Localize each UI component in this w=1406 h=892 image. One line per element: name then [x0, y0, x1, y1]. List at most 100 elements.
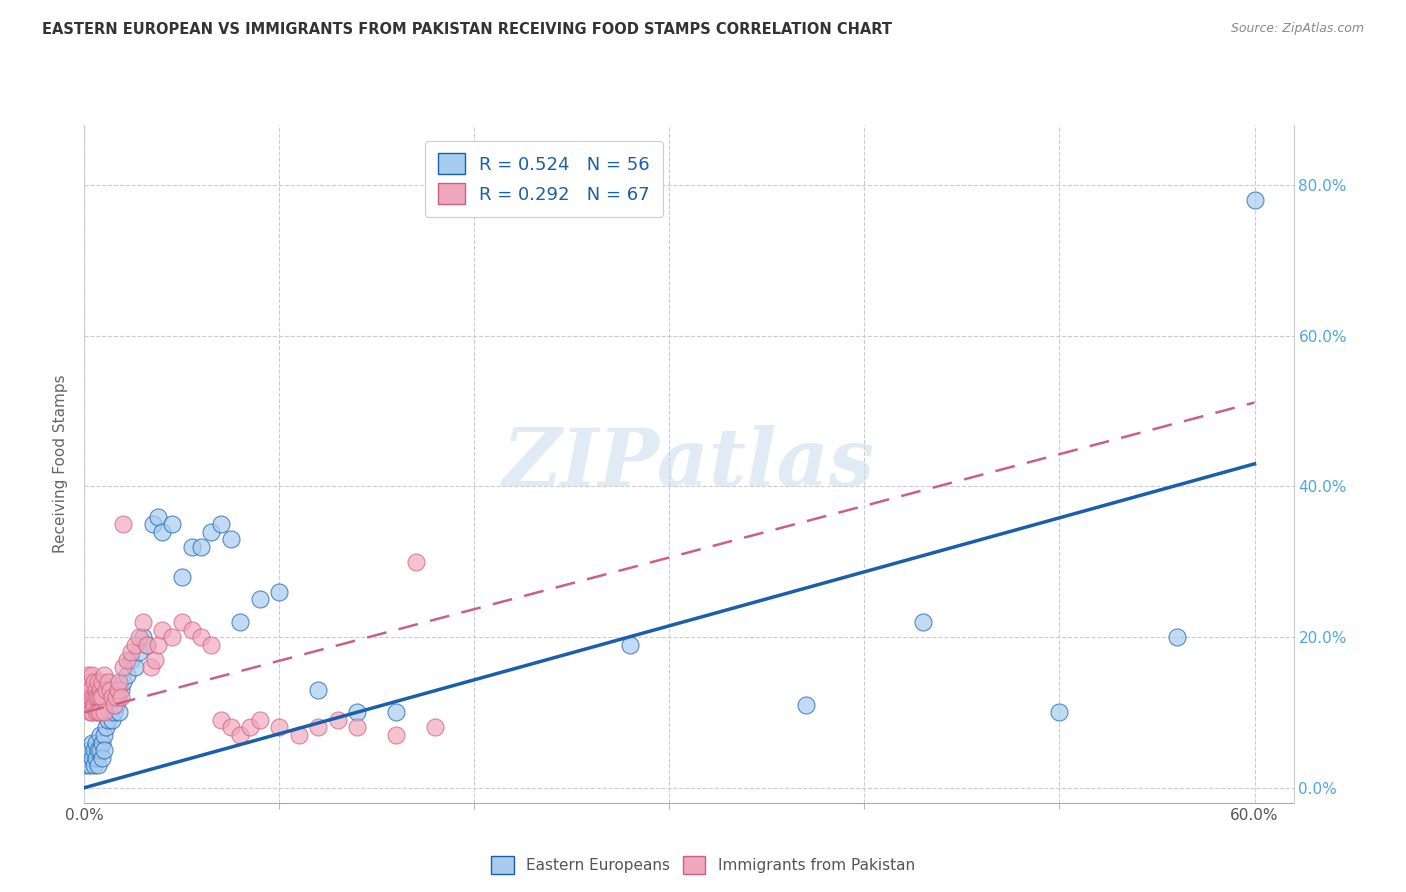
- Point: [143, 653, 166, 667]
- Point: [89, 728, 111, 742]
- Point: [79, 675, 101, 690]
- Point: [120, 653, 142, 667]
- Point: [112, 660, 135, 674]
- Point: [83, 758, 105, 772]
- Point: [107, 690, 129, 705]
- Point: [346, 721, 368, 735]
- Text: ZIPatlas: ZIPatlas: [503, 425, 875, 502]
- Point: [83, 675, 105, 690]
- Point: [1243, 193, 1265, 207]
- Point: [385, 728, 408, 742]
- Point: [87, 690, 110, 705]
- Point: [87, 706, 110, 720]
- Point: [107, 682, 129, 697]
- Point: [1049, 706, 1071, 720]
- Y-axis label: Receiving Food Stamps: Receiving Food Stamps: [53, 375, 69, 553]
- Legend: R = 0.524   N = 56, R = 0.292   N = 67: R = 0.524 N = 56, R = 0.292 N = 67: [425, 141, 662, 217]
- Point: [209, 517, 232, 532]
- Point: [148, 638, 170, 652]
- Point: [139, 660, 162, 674]
- Point: [79, 743, 101, 757]
- Point: [269, 585, 291, 599]
- Point: [209, 713, 232, 727]
- Point: [190, 630, 212, 644]
- Point: [135, 638, 157, 652]
- Point: [249, 592, 271, 607]
- Point: [219, 532, 242, 546]
- Point: [75, 690, 97, 705]
- Point: [229, 728, 252, 742]
- Point: [82, 750, 104, 764]
- Point: [84, 706, 107, 720]
- Point: [94, 721, 117, 735]
- Point: [108, 675, 131, 690]
- Point: [82, 667, 104, 681]
- Point: [84, 750, 107, 764]
- Point: [249, 713, 271, 727]
- Point: [83, 698, 105, 712]
- Point: [90, 750, 112, 764]
- Point: [89, 682, 111, 697]
- Point: [132, 630, 155, 644]
- Point: [89, 690, 111, 705]
- Point: [425, 721, 447, 735]
- Point: [84, 682, 107, 697]
- Point: [77, 750, 100, 764]
- Point: [93, 706, 115, 720]
- Point: [132, 615, 155, 629]
- Point: [110, 682, 132, 697]
- Point: [405, 555, 427, 569]
- Point: [1166, 630, 1188, 644]
- Point: [90, 735, 112, 749]
- Point: [112, 675, 135, 690]
- Point: [200, 524, 222, 539]
- Point: [104, 698, 127, 712]
- Point: [97, 713, 120, 727]
- Point: [83, 690, 105, 705]
- Point: [93, 667, 115, 681]
- Point: [108, 706, 131, 720]
- Point: [128, 630, 150, 644]
- Point: [110, 690, 132, 705]
- Point: [200, 638, 222, 652]
- Point: [77, 667, 100, 681]
- Point: [117, 653, 139, 667]
- Point: [135, 638, 157, 652]
- Point: [307, 721, 329, 735]
- Point: [82, 706, 104, 720]
- Point: [90, 675, 112, 690]
- Point: [100, 690, 122, 705]
- Point: [180, 540, 202, 554]
- Point: [103, 698, 125, 712]
- Point: [79, 682, 101, 697]
- Point: [98, 682, 121, 697]
- Point: [75, 682, 97, 697]
- Point: [87, 675, 110, 690]
- Point: [79, 690, 101, 705]
- Point: [89, 743, 111, 757]
- Point: [117, 667, 139, 681]
- Point: [239, 721, 262, 735]
- Point: [288, 728, 311, 742]
- Point: [190, 540, 212, 554]
- Point: [93, 743, 115, 757]
- Point: [150, 524, 173, 539]
- Text: Source: ZipAtlas.com: Source: ZipAtlas.com: [1230, 22, 1364, 36]
- Point: [75, 758, 97, 772]
- Point: [98, 706, 121, 720]
- Point: [97, 675, 120, 690]
- Point: [307, 682, 329, 697]
- Point: [79, 706, 101, 720]
- Point: [170, 570, 193, 584]
- Point: [269, 721, 291, 735]
- Point: [87, 758, 110, 772]
- Point: [103, 706, 125, 720]
- Point: [128, 645, 150, 659]
- Point: [104, 690, 127, 705]
- Point: [89, 706, 111, 720]
- Point: [326, 713, 349, 727]
- Point: [229, 615, 252, 629]
- Point: [142, 517, 165, 532]
- Point: [112, 517, 135, 532]
- Text: EASTERN EUROPEAN VS IMMIGRANTS FROM PAKISTAN RECEIVING FOOD STAMPS CORRELATION C: EASTERN EUROPEAN VS IMMIGRANTS FROM PAKI…: [42, 22, 893, 37]
